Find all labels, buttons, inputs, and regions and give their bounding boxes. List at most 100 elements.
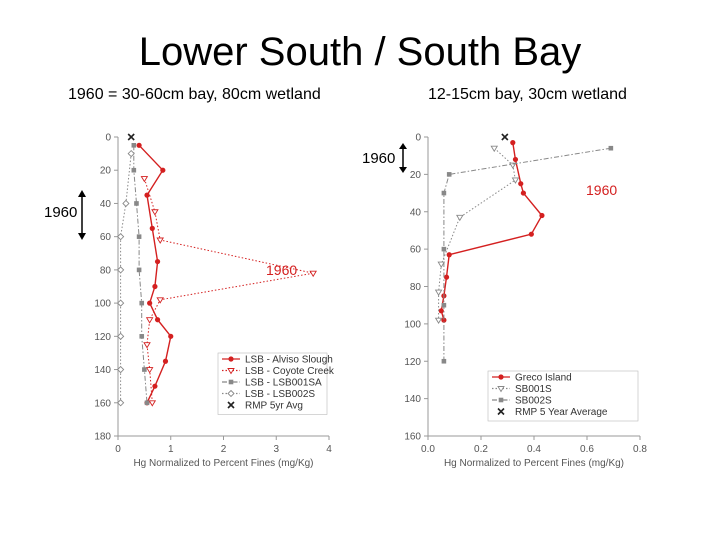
subtitle-right: 12-15cm bay, 30cm wetland	[428, 86, 627, 103]
chart-0-series-2-point-1	[131, 167, 137, 173]
chart-0-series-3-point-1	[122, 199, 130, 208]
chart-0-series-0-line	[138, 144, 172, 404]
chart-0-series-1-point-3	[309, 270, 317, 278]
chart-0-legend-item-2: LSB - LSB001SA	[222, 378, 322, 389]
chart-0-x-tick-0: 0	[115, 444, 121, 455]
annotation-right-plot: 1960	[586, 182, 618, 198]
chart-0-x-tick-3: 3	[273, 444, 279, 455]
chart-0-series-3-point-3	[117, 266, 125, 274]
chart-0-y-tick-5: 100	[94, 299, 111, 310]
chart-1-series-0-point-5	[528, 231, 534, 237]
chart-1-series-2-point-2	[441, 190, 447, 196]
chart-1-legend-item-2: SB002S	[492, 396, 552, 407]
chart-0-y-tick-9: 180	[94, 432, 111, 443]
chart-0-series-0-point-4	[154, 258, 161, 265]
chart-0-series-3-point-4	[117, 299, 125, 307]
chart-0-y-tick-3: 60	[100, 232, 112, 243]
chart-1-series-0-point-9	[438, 308, 444, 314]
chart-1-y-tick-5: 100	[404, 319, 421, 330]
chart-1-series-3-point-0	[501, 133, 509, 141]
chart-0-series-0-point-10	[152, 383, 158, 389]
chart-1-legend-marker-0	[498, 374, 504, 380]
chart-0-y-tick-7: 140	[94, 365, 111, 376]
chart-0-series-1-point-7	[145, 367, 154, 374]
chart-0-series-1-point-4	[156, 297, 164, 304]
chart-0-x-label: Hg Normalized to Percent Fines (mg/Kg)	[133, 458, 313, 469]
chart-1-series-2-point-3	[441, 246, 447, 252]
bracket-right	[399, 143, 407, 173]
chart-1-series-0-point-4	[539, 212, 545, 219]
chart-0-series-4	[127, 133, 135, 141]
chart-0-legend-marker-0	[228, 356, 234, 362]
chart-1-series-2	[441, 145, 614, 364]
chart-1-series-1	[434, 145, 520, 325]
chart-1-x-tick-1: 0.2	[474, 444, 488, 455]
chart-1-series-2-point-4	[441, 302, 447, 308]
chart-0-series-3-point-2	[117, 233, 125, 241]
subtitle-left: 1960 = 30-60cm bay, 80cm wetland	[68, 86, 321, 103]
chart-1-y-tick-2: 40	[410, 207, 422, 218]
chart-1-series-1-point-6	[434, 317, 443, 325]
annotation-right-bracket: 1960	[362, 150, 396, 167]
chart-1-legend-label-2: SB002S	[515, 396, 552, 407]
chart-left: 0 20 40 60 80 100 120 140 160 180 0 1 2 3 4 Hg Normaliz…	[94, 133, 335, 470]
chart-1-series-2-point-5	[441, 358, 447, 364]
chart-1-series-0	[438, 140, 545, 323]
chart-1-series-1-point-0	[490, 145, 499, 153]
chart-0-series-3-point-6	[117, 365, 125, 374]
annotation-left-bracket: 1960	[44, 204, 78, 221]
chart-0-series-3-point-5	[117, 332, 125, 340]
chart-1-y-tick-1: 20	[410, 170, 422, 181]
chart-0-series-2-point-6	[139, 334, 145, 339]
chart-0-legend-marker-3	[227, 389, 235, 398]
chart-0-series-2-point-4	[136, 267, 142, 273]
chart-1-x-tick-4: 0.8	[633, 444, 647, 455]
chart-0-legend-item-3: LSB - LSB002S	[222, 389, 315, 400]
chart-1-series-0-point-7	[443, 274, 450, 280]
chart-0-series-0-point-0	[136, 142, 142, 148]
chart-0-legend-marker-4	[227, 401, 235, 409]
chart-0-series-0-point-6	[147, 300, 153, 306]
chart-1-series-0-line	[440, 142, 543, 321]
chart-0-series-0-point-1	[160, 167, 166, 173]
chart-0-legend-item-1: LSB - Coyote Creek	[222, 366, 335, 377]
chart-0-series-0-point-5	[152, 283, 158, 290]
chart-0-y-tick-4: 80	[100, 265, 112, 276]
chart-1-y-tick-7: 140	[404, 394, 421, 405]
chart-1-series-0-point-2	[518, 181, 524, 187]
chart-0-series-2-point-2	[134, 201, 139, 206]
chart-0-series-3-point-0	[127, 149, 135, 158]
chart-0-y-tick-2: 40	[100, 199, 112, 210]
page-title: Lower South / South Bay	[138, 30, 582, 74]
chart-1-legend-label-1: SB001S	[515, 384, 552, 395]
chart-1-x-tick-2: 0.4	[527, 444, 541, 455]
bracket-left	[78, 190, 86, 240]
chart-1-y-tick-8: 160	[404, 432, 421, 443]
chart-1-y-tick-3: 60	[410, 245, 422, 256]
chart-0-series-2-point-0	[131, 143, 137, 148]
chart-0-series-1-point-1	[151, 209, 159, 216]
chart-0-y-tick-6: 120	[94, 332, 111, 343]
chart-0-legend-label-4: RMP 5yr Avg	[245, 401, 303, 412]
chart-1-y-tick-6: 120	[404, 357, 421, 368]
chart-1-series-2-point-0	[608, 145, 614, 151]
chart-0-y-tick-8: 160	[94, 398, 111, 409]
chart-0-series-1-point-5	[145, 317, 154, 324]
chart-0-series-1-point-6	[143, 342, 151, 349]
chart-1-y-tick-4: 80	[410, 282, 422, 293]
chart-0-series-1-point-8	[148, 400, 157, 407]
chart-0-series-0	[136, 142, 174, 406]
chart-1-legend-marker-3	[497, 407, 505, 416]
chart-0-x-tick-1: 1	[168, 444, 174, 455]
chart-0-y-tick-0: 0	[105, 133, 111, 144]
chart-0-legend-item-4: RMP 5yr Avg	[227, 401, 303, 412]
chart-1-series-3	[501, 133, 509, 141]
chart-0-y-tick-1: 20	[100, 166, 112, 177]
chart-1-series-0-point-1	[512, 156, 519, 163]
chart-1-series-0-point-6	[446, 252, 452, 258]
chart-1-series-2-point-1	[446, 172, 452, 177]
chart-1-series-1-point-2	[511, 177, 520, 184]
